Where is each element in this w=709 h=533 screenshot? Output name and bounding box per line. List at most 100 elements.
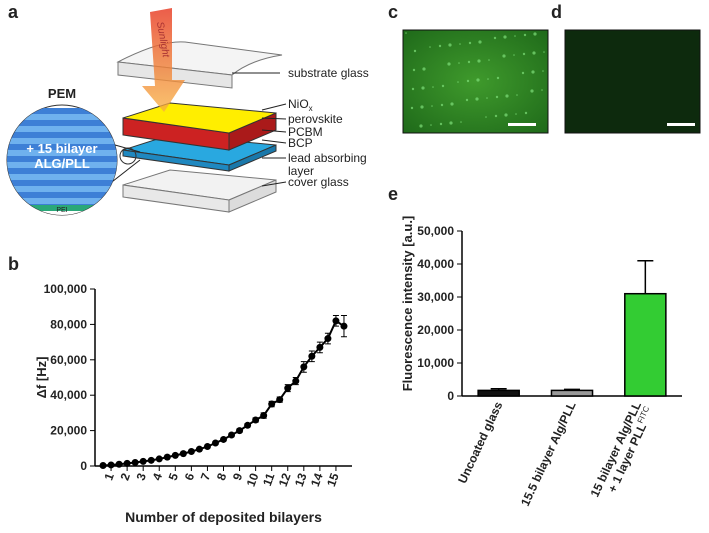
error-bar: [637, 259, 654, 294]
bar: [550, 389, 594, 397]
layer-label: BCP: [288, 136, 313, 150]
data-point: [171, 451, 179, 459]
fluorescent-spot: [465, 98, 469, 102]
fluorescent-spot: [458, 62, 460, 64]
x-tick-label: 6: [182, 471, 198, 482]
fluorescent-spot: [420, 105, 424, 109]
layer-label-line: lead absorbing: [288, 151, 367, 165]
fluorescent-spot: [541, 89, 543, 91]
layer-label-line: layer: [288, 164, 314, 178]
data-point: [268, 400, 276, 408]
fluorescent-spot: [493, 36, 497, 40]
scale-bar: [508, 123, 536, 126]
layer-label: perovskite: [288, 112, 343, 126]
fluorescent-spot: [410, 106, 414, 110]
y-tick-label: 30,000: [417, 290, 454, 304]
fluorescent-spot: [487, 78, 489, 80]
data-point: [107, 461, 115, 469]
y-tick-label: 80,000: [50, 317, 87, 331]
x-tick-label: 3: [134, 471, 150, 482]
fluorescent-spot: [531, 70, 535, 74]
fluorescent-spot: [514, 35, 516, 37]
data-point: [163, 453, 171, 461]
data-point: [316, 343, 324, 351]
fluorescent-spot: [431, 105, 433, 107]
fluorescent-spot: [524, 111, 528, 115]
data-point: [292, 377, 300, 385]
fluorescent-spot: [488, 59, 490, 61]
fluorescent-spot: [447, 62, 451, 66]
data-point: [300, 363, 308, 371]
fluorescent-spot: [457, 81, 459, 83]
x-tick-label: 5: [166, 471, 182, 482]
panel-label: b: [8, 254, 19, 274]
fluorescent-spot: [440, 103, 444, 107]
pem-label: + 15 bilayer: [26, 141, 97, 156]
fluorescent-spot: [466, 79, 470, 83]
x-tick-label: 9: [230, 471, 246, 482]
y-tick-label: 20,000: [417, 323, 454, 337]
x-tick-label: 7: [198, 471, 214, 482]
x-tick-label: 8: [214, 471, 230, 482]
fluorescent-spot: [450, 102, 454, 106]
panel-label: e: [388, 184, 398, 204]
fluorescent-spot: [496, 76, 500, 80]
micrograph: [402, 29, 549, 134]
fluorescent-spot: [513, 54, 515, 56]
fluorescent-spot: [430, 124, 432, 126]
y-tick-label: 40,000: [417, 257, 454, 271]
data-point: [276, 396, 284, 404]
x-tick-label: 12: [276, 471, 294, 489]
layer-label: NiOx: [288, 97, 313, 113]
fluorescent-spot: [467, 60, 471, 64]
data-point: [139, 457, 147, 465]
data-point: [131, 458, 139, 466]
layer-label: PCBM: [288, 125, 323, 139]
data-point: [155, 455, 163, 463]
fluorescent-spot: [542, 70, 544, 72]
fluorescent-spot: [449, 121, 453, 125]
fluorescent-spot: [441, 84, 445, 88]
x-tick-label: 15.5 bilayer Alg/PLL: [518, 399, 579, 508]
fluorescent-spot: [494, 114, 498, 118]
micrograph: [564, 29, 701, 134]
y-axis-title: Δf [Hz]: [34, 357, 49, 399]
layer-label: substrate glass: [288, 66, 369, 80]
fluorescent-spot: [475, 97, 479, 101]
fluorescent-spot: [438, 44, 442, 48]
layer-label: cover glass: [288, 175, 349, 189]
fluorescent-spot: [477, 59, 481, 63]
layer-label-sub: x: [309, 104, 313, 113]
x-tick-label: 10: [244, 471, 262, 489]
fluorescent-spot: [532, 51, 536, 55]
data-point: [324, 335, 332, 343]
fluorescent-spot: [421, 86, 425, 90]
fluorescent-spot: [503, 35, 507, 39]
fluorescent-spot: [530, 89, 534, 93]
data-point: [308, 352, 316, 360]
fluorescent-spot: [495, 95, 499, 99]
fluorescent-spot: [448, 43, 452, 47]
fluorescent-spot: [516, 94, 518, 96]
x-axis-title: Number of deposited bilayers: [125, 509, 322, 525]
pem-title: PEM: [48, 86, 76, 101]
fluorescent-spot: [419, 124, 423, 128]
x-tick-label: 1: [101, 471, 117, 482]
fluorescent-spot: [460, 121, 462, 123]
fluorescent-spot: [411, 87, 415, 91]
fluorescent-spot: [422, 67, 426, 71]
data-point: [115, 460, 123, 468]
fluorescent-spot: [502, 54, 506, 58]
x-tick-label: 15 bilayer Alg/PLL+ 1 layer PLLFITC: [588, 399, 657, 505]
fluorescent-spot: [439, 122, 443, 126]
pei-label: PEI: [56, 207, 67, 214]
data-point: [147, 456, 155, 464]
fluorescent-spot: [543, 51, 545, 53]
y-tick-label: 0: [447, 389, 454, 403]
y-tick-label: 60,000: [50, 353, 87, 367]
fluorescent-spot: [412, 68, 416, 72]
fluorescent-spot: [432, 86, 434, 88]
y-tick-label: 50,000: [417, 224, 454, 238]
panel-label: c: [388, 2, 398, 22]
